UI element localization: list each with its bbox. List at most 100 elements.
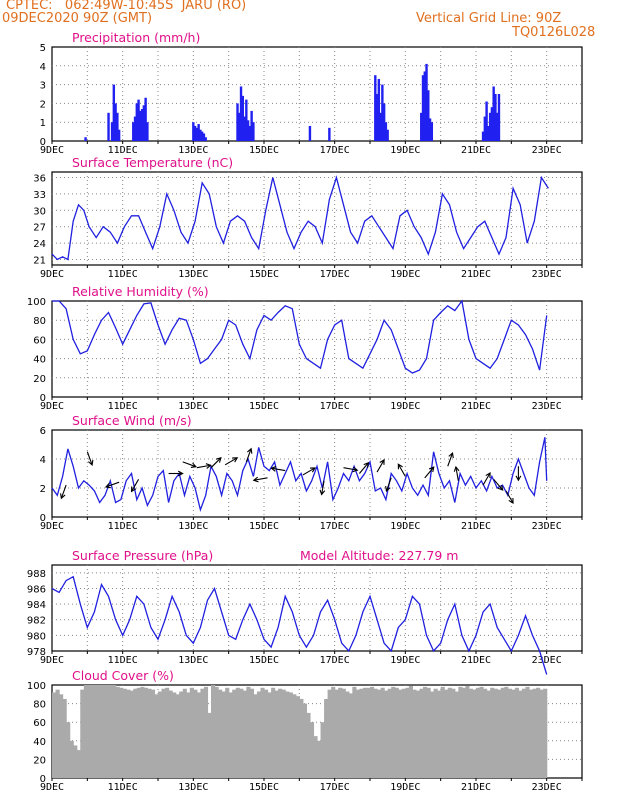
wind-arrow-head [397, 463, 403, 470]
data-bar [150, 689, 156, 778]
data-bar [140, 686, 145, 778]
data-bar [221, 691, 226, 778]
data-bar [62, 698, 67, 778]
data-bar [391, 686, 396, 778]
y-tick-label: 0 [40, 137, 46, 148]
panel-1: 21 24 27 30 33 36 9DEC 11DEC 13DEC 15DEC 17DEC 19DE… [33, 155, 583, 280]
data-bar [69, 740, 74, 778]
y-tick-label: 27 [33, 223, 46, 234]
data-bar [375, 94, 379, 141]
x-tick-label: 21DEC [461, 145, 491, 156]
data-bar [324, 698, 329, 778]
data-bar [193, 689, 198, 778]
wind-arrow [245, 448, 252, 463]
data-bar [359, 688, 364, 778]
wind-arrow-head [252, 476, 259, 483]
data-bar [242, 690, 247, 778]
x-tick-label: 9DEC [40, 782, 64, 793]
x-tick-label: 15DEC [249, 521, 279, 532]
data-bar [200, 688, 205, 778]
x-tick-label: 13DEC [178, 145, 208, 156]
data-bar [292, 694, 297, 778]
panel-title: Relative Humidity (%) [72, 284, 209, 299]
header-model-code: TQ0126L028 [512, 25, 596, 40]
x-tick-label: 17DEC [320, 401, 350, 412]
data-bar [497, 94, 501, 141]
data-bar [144, 97, 147, 141]
header-location: CPTEC: 062:49W-10:45S JARU (RO) [6, 0, 247, 13]
data-bar [250, 110, 253, 141]
data-bar [427, 90, 430, 141]
data-bar [451, 688, 456, 778]
data-bar [195, 127, 199, 141]
data-bar [345, 691, 350, 778]
panel-2: 0 20 40 60 80 100 9DEC 11DEC 13DEC 15DEC 17DEC 19DE… [27, 284, 583, 412]
x-tick-label: 19DEC [390, 782, 420, 793]
x-tick-label: 13DEC [178, 655, 208, 666]
data-bar [87, 685, 92, 778]
y-tick-label: 80 [33, 316, 46, 327]
data-bar [362, 687, 368, 778]
wind-arrow [321, 480, 325, 495]
x-tick-label: 9DEC [40, 145, 64, 156]
data-bar [142, 105, 146, 141]
x-tick-label: 23DEC [532, 655, 562, 666]
data-bar [243, 116, 246, 141]
x-tick-label: 13DEC [178, 269, 208, 280]
data-bar [133, 116, 137, 141]
y-tick-label: 24 [33, 239, 46, 250]
data-bar [377, 78, 381, 141]
data-line [52, 299, 548, 374]
y-tick-label: 986 [27, 584, 46, 595]
data-bar [338, 687, 343, 778]
y-tick-label: 2 [40, 99, 46, 110]
x-tick-label: 19DEC [390, 145, 420, 156]
x-tick-label: 11DEC [108, 782, 138, 793]
data-bar [412, 689, 417, 778]
data-bar [425, 63, 428, 141]
data-bar [433, 688, 438, 778]
y-tick-label: 984 [27, 600, 46, 611]
x-tick-label: 21DEC [461, 521, 491, 532]
data-bar [112, 84, 116, 141]
data-bar [394, 687, 399, 778]
x-tick-label: 13DEC [178, 521, 208, 532]
wind-arrow [302, 467, 316, 476]
data-bar [420, 112, 423, 141]
data-bar [331, 686, 336, 778]
data-bar [218, 689, 223, 778]
data-line [51, 175, 549, 261]
data-bar [468, 688, 474, 778]
data-bar [232, 689, 237, 778]
data-bar [146, 122, 149, 141]
data-bar [192, 122, 195, 141]
data-bar [500, 687, 505, 778]
y-tick-label: 6 [40, 426, 46, 437]
data-bar [204, 137, 207, 141]
data-bar [458, 686, 463, 778]
x-tick-label: 19DEC [390, 521, 420, 532]
wind-arrow-head [247, 447, 253, 454]
y-tick-label: 100 [27, 297, 46, 308]
data-bar [112, 685, 117, 778]
x-tick-label: 11DEC [108, 145, 138, 156]
y-tick-label: 978 [27, 647, 46, 658]
data-bar [374, 75, 377, 141]
data-bar [252, 122, 255, 141]
y-tick-label: 60 [33, 718, 46, 729]
data-bar [122, 688, 127, 778]
y-tick-label: 20 [33, 755, 46, 766]
data-bar [423, 71, 426, 141]
data-bar [90, 685, 95, 778]
data-bar [387, 688, 392, 778]
y-tick-label: 20 [33, 374, 46, 385]
x-tick-label: 23DEC [532, 401, 562, 412]
y-tick-label: 1 [40, 118, 46, 129]
data-bar [241, 95, 244, 141]
data-bar [135, 103, 138, 141]
wind-arrow-head [88, 459, 94, 466]
data-bar [514, 687, 519, 778]
data-bar [485, 101, 488, 141]
data-bar [55, 689, 60, 778]
